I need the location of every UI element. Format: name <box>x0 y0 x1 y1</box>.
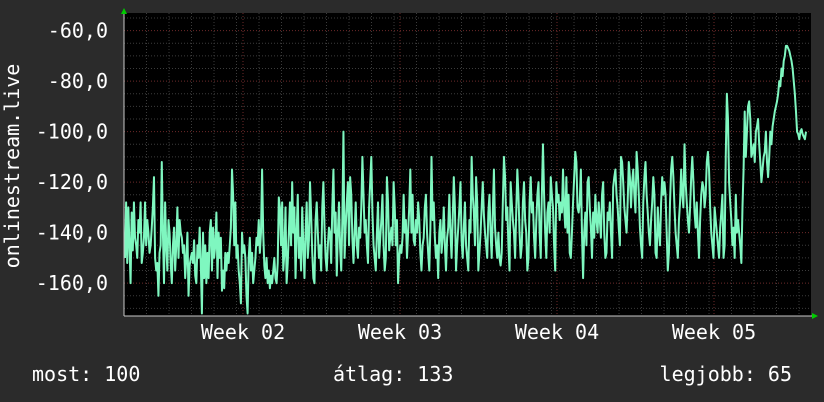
x-tick-label: Week 02 <box>201 320 285 344</box>
y-tick-label: -80,0 <box>48 69 108 93</box>
axes-layer <box>121 8 818 319</box>
x-ticks-layer: Week 02 Week 03 Week 04 Week 05 <box>201 320 756 344</box>
y-tick-label: -100,0 <box>36 120 108 144</box>
y-axis-label: onlinestream.live <box>0 64 24 269</box>
y-tick-label: -60,0 <box>48 19 108 43</box>
y-ticks-layer: -60,0 -80,0 -100,0 -120,0 -140,0 -160,0 <box>36 19 108 295</box>
y-tick-label: -160,0 <box>36 271 108 295</box>
x-tick-label: Week 05 <box>672 320 756 344</box>
x-axis-arrow-icon <box>812 313 818 319</box>
average-value-label: átlag: 133 <box>333 362 454 386</box>
current-value-label: most: 100 <box>32 362 141 386</box>
y-tick-label: -140,0 <box>36 221 108 245</box>
x-tick-label: Week 03 <box>358 320 442 344</box>
best-value-label: legjobb: 65 <box>659 362 792 386</box>
x-tick-label: Week 04 <box>515 320 599 344</box>
y-tick-label: -120,0 <box>36 170 108 194</box>
series-layer <box>124 44 807 315</box>
major-grid <box>124 13 811 316</box>
y-axis-arrow-icon <box>121 8 127 14</box>
series-line <box>124 44 807 315</box>
